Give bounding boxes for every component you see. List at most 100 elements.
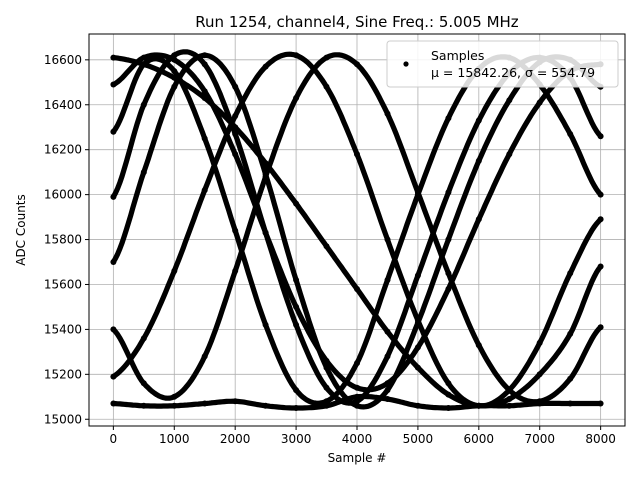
sample-point <box>110 326 117 333</box>
sample-point <box>201 400 208 407</box>
sample-point <box>536 400 543 407</box>
sample-point <box>384 236 391 243</box>
sample-point <box>262 229 269 236</box>
sample-point <box>110 193 117 200</box>
sample-point <box>414 317 421 324</box>
legend-label: Samples <box>431 48 484 63</box>
sample-point <box>506 151 513 158</box>
y-tick-label: 15200 <box>44 367 82 381</box>
sample-point <box>201 187 208 194</box>
x-tick-label: 4000 <box>342 432 373 446</box>
sample-point <box>232 151 239 158</box>
sample-point <box>475 402 482 409</box>
sample-point <box>506 402 513 409</box>
sample-point <box>597 400 604 407</box>
sample-point <box>140 335 147 342</box>
sample-point <box>140 380 147 387</box>
sample-point <box>597 133 604 140</box>
x-tick-label: 7000 <box>524 432 555 446</box>
sample-point <box>140 169 147 176</box>
sample-point <box>201 88 208 95</box>
sample-point <box>506 97 513 104</box>
sample-point <box>354 360 360 367</box>
sample-point <box>110 54 117 61</box>
sample-point <box>567 270 574 277</box>
legend-box <box>386 40 619 88</box>
sample-point <box>597 216 604 223</box>
sample-point <box>354 402 360 409</box>
sample-point <box>567 375 574 382</box>
sample-point <box>384 328 391 335</box>
sample-point <box>262 402 269 409</box>
sample-point <box>597 263 604 270</box>
sample-point <box>445 270 452 277</box>
y-axis-ticks: 15000 15200 15400 15600 15800 16000 16200 16400… <box>44 53 89 426</box>
sample-point <box>414 189 421 196</box>
sample-point <box>232 131 239 137</box>
sample-point <box>475 157 482 164</box>
x-axis-label: Sample # <box>328 451 387 465</box>
sample-point <box>567 400 574 407</box>
y-tick-label: 15600 <box>44 277 82 291</box>
sample-point <box>323 54 330 61</box>
legend-marker <box>403 61 409 67</box>
sample-point <box>445 236 452 243</box>
y-tick-label: 16600 <box>44 53 82 67</box>
sample-point <box>475 216 482 223</box>
sample-point <box>384 353 391 360</box>
legend-stats: μ = 15842.26, σ = 554.79 <box>431 65 595 80</box>
sample-point <box>293 277 300 283</box>
sample-point <box>567 330 574 337</box>
sample-point <box>414 364 421 371</box>
y-tick-label: 15800 <box>44 233 82 247</box>
sample-point <box>140 54 147 61</box>
sample-point <box>232 398 239 405</box>
sample-point <box>536 339 543 346</box>
sample-point <box>171 393 178 400</box>
sample-point <box>232 83 239 90</box>
sample-point <box>354 384 360 391</box>
legend: Samples μ = 15842.26, σ = 554.79 <box>386 40 619 88</box>
x-tick-label: 5000 <box>403 432 434 446</box>
y-tick-label: 16200 <box>44 143 82 157</box>
sample-point <box>293 200 300 207</box>
sample-point <box>384 396 391 402</box>
sample-point <box>293 52 300 59</box>
sample-point <box>110 128 117 135</box>
sample-point <box>171 52 178 59</box>
sample-point <box>323 364 330 371</box>
sample-point <box>445 286 452 292</box>
sample-point <box>201 61 208 68</box>
sample-point <box>262 63 269 70</box>
sample-point <box>293 303 300 310</box>
sample-point <box>110 373 117 380</box>
sample-point <box>293 321 300 328</box>
sample-point <box>201 135 208 142</box>
sample-point <box>201 52 208 59</box>
sample-point <box>323 83 330 90</box>
sample-point <box>475 117 482 124</box>
y-tick-label: 15000 <box>44 412 82 426</box>
grid-lines <box>89 34 625 426</box>
sample-point <box>384 110 391 117</box>
x-tick-label: 0 <box>110 432 118 446</box>
sample-point <box>445 380 452 387</box>
y-axis-label: ADC Counts <box>14 194 28 266</box>
x-tick-label: 3000 <box>281 432 312 446</box>
sample-point <box>567 131 574 137</box>
sample-point <box>171 402 178 409</box>
sample-point <box>323 243 330 250</box>
sample-point <box>597 191 604 198</box>
sample-point <box>171 268 178 274</box>
chart-title: Run 1254, channel4, Sine Freq.: 5.005 MH… <box>195 13 519 31</box>
y-tick-label: 16000 <box>44 188 82 202</box>
sample-point <box>597 324 604 331</box>
x-axis-ticks: 0 1000 2000 3000 4000 5000 6000 7000 8000 <box>110 426 616 446</box>
sample-point <box>293 95 300 101</box>
sample-point <box>414 402 421 409</box>
sample-point <box>232 227 239 234</box>
sample-point <box>536 371 543 378</box>
y-tick-label: 15400 <box>44 322 82 336</box>
sample-point <box>171 83 178 90</box>
